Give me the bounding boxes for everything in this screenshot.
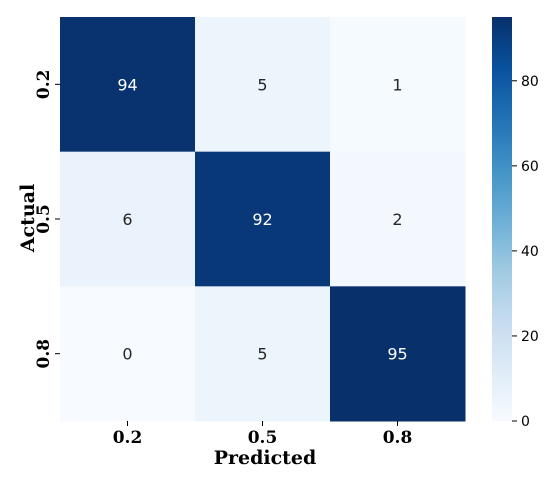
heatmap-cell [60, 17, 196, 153]
colorbar-tick-label: 20 [521, 329, 539, 345]
heatmap-cell [330, 17, 466, 153]
x-tick-label: 0.2 [113, 428, 143, 448]
cell-value-label: 6 [122, 210, 132, 229]
x-tick-label: 0.5 [248, 428, 278, 448]
heatmap-cell [60, 286, 196, 422]
cell-value-label: 0 [122, 345, 132, 364]
x-axis-title: Predicted [214, 447, 317, 469]
heatmap-cell [195, 151, 331, 287]
cell-value-label: 5 [257, 75, 267, 94]
heatmap-cell [60, 151, 196, 287]
colorbar-tick-label: 80 [521, 74, 539, 90]
colorbar-tick-label: 40 [521, 244, 539, 260]
heatmap-cell [330, 286, 466, 422]
heatmap-cell [330, 151, 466, 287]
y-axis-ticks: 0.2 0.5 0.8 [34, 70, 60, 369]
cell-value-label: 2 [392, 210, 402, 229]
y-tick-label: 0.2 [34, 70, 54, 100]
y-axis-title: Actual [17, 184, 39, 253]
x-axis-ticks: 0.2 0.5 0.8 [113, 421, 413, 448]
x-tick-label: 0.8 [383, 428, 413, 448]
colorbar-tick-label: 60 [521, 159, 539, 175]
cell-value-label: 1 [392, 75, 402, 94]
cell-value-label: 5 [257, 345, 267, 364]
y-tick-label: 0.8 [34, 339, 54, 369]
cell-value-label: 94 [117, 75, 137, 94]
colorbar-gradient [492, 17, 512, 421]
cell-value-label: 95 [387, 345, 407, 364]
heatmap-cells: 94 5 1 6 92 2 0 5 95 [60, 17, 466, 422]
heatmap-cell [195, 286, 331, 422]
colorbar-tick-label: 0 [521, 414, 530, 430]
y-tick-label: 0.5 [34, 204, 54, 234]
cell-value-label: 92 [252, 210, 272, 229]
heatmap-cell [195, 17, 331, 153]
colorbar: 0 20 40 60 80 [492, 17, 539, 430]
